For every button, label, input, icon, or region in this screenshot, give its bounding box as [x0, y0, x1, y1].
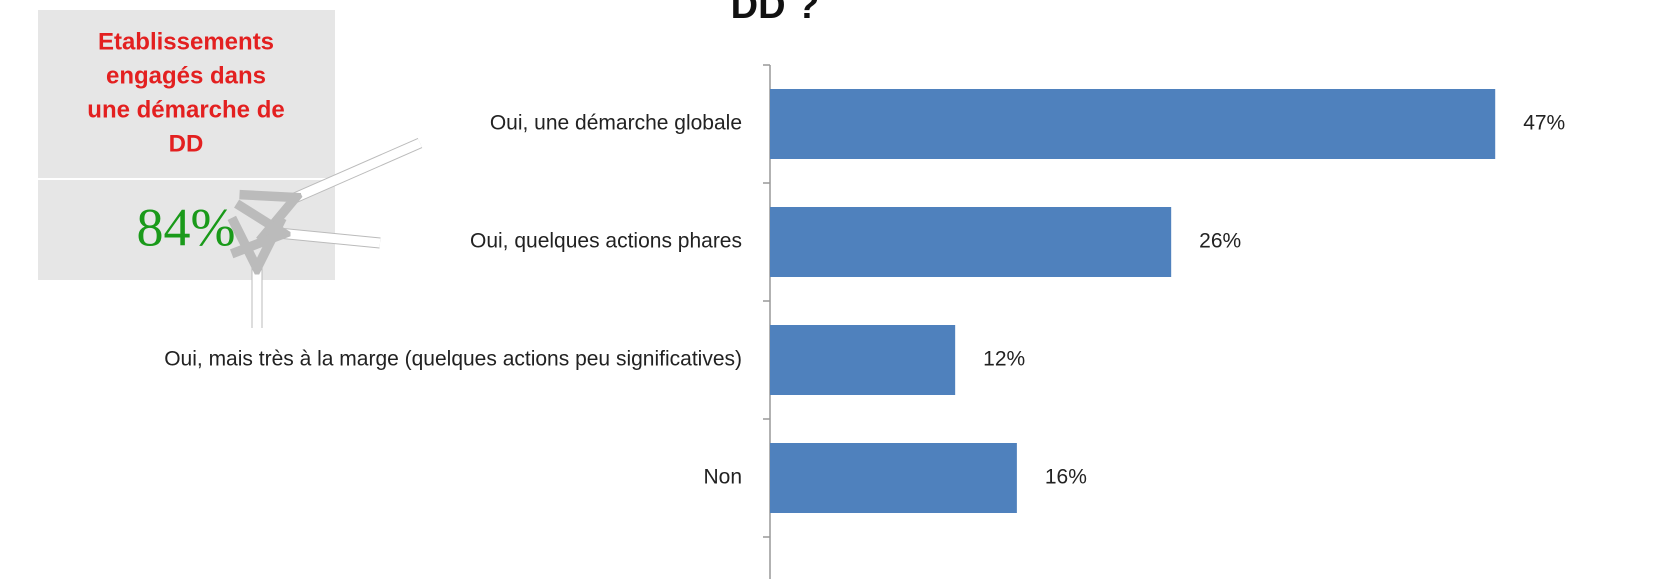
arrow [290, 138, 422, 200]
callout-header [38, 10, 335, 178]
bar [770, 325, 956, 395]
callout-total: 84% [137, 197, 236, 257]
callout-line: une démarche de [87, 96, 284, 123]
value-label: 26% [1199, 230, 1241, 253]
callout-line: engagés dans [106, 62, 266, 89]
category-label: Oui, quelques actions phares [470, 230, 742, 253]
value-label: 12% [983, 348, 1025, 371]
chart-title: DD ? [731, 0, 820, 27]
bar [770, 443, 1017, 513]
category-label: Oui, une démarche globale [490, 112, 742, 135]
bar [770, 89, 1496, 159]
callout-line: DD [169, 130, 204, 157]
value-label: 16% [1045, 466, 1087, 489]
arrow [278, 233, 381, 243]
bar [770, 207, 1172, 277]
category-label: Oui, mais très à la marge (quelques acti… [164, 348, 742, 371]
callout-line: Etablissements [98, 28, 274, 55]
value-label: 47% [1523, 112, 1565, 135]
category-label: Non [703, 466, 742, 489]
arrows [257, 137, 423, 328]
